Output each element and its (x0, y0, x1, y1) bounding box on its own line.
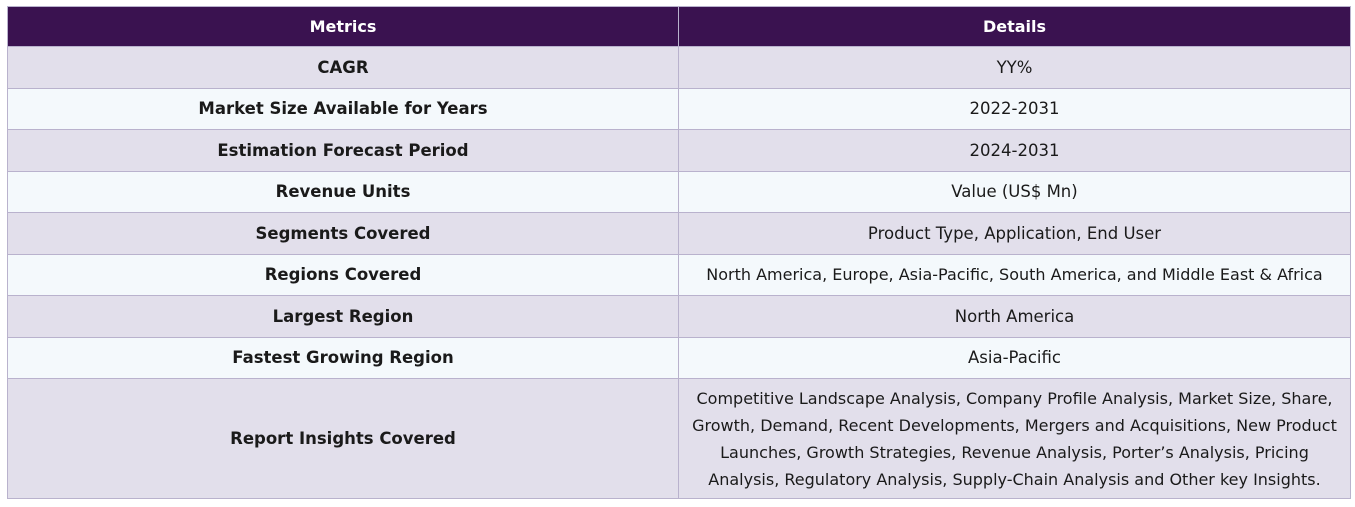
table-row: Market Size Available for Years 2022-203… (7, 87, 1351, 130)
details-cell: 2022-2031 (678, 87, 1351, 130)
metric-cell: Market Size Available for Years (7, 87, 679, 130)
details-cell: North America, Europe, Asia-Pacific, Sou… (678, 253, 1351, 296)
table-row: CAGR YY% (7, 46, 1351, 89)
details-cell: YY% (678, 46, 1351, 89)
details-cell: 2024-2031 (678, 129, 1351, 172)
details-cell: Competitive Landscape Analysis, Company … (678, 378, 1351, 499)
metric-cell: Estimation Forecast Period (7, 129, 679, 172)
column-header-details: Details (678, 6, 1351, 47)
table-row: Fastest Growing Region Asia-Pacific (7, 336, 1351, 379)
details-cell: Product Type, Application, End User (678, 212, 1351, 255)
table-header-row: Metrics Details (7, 6, 1351, 47)
table-row: Largest Region North America (7, 295, 1351, 338)
report-metrics-table-container: Metrics Details CAGR YY% Market Size Ava… (7, 6, 1351, 499)
metric-cell: Segments Covered (7, 212, 679, 255)
table-row: Regions Covered North America, Europe, A… (7, 253, 1351, 296)
column-header-metrics: Metrics (7, 6, 679, 47)
details-cell: Asia-Pacific (678, 336, 1351, 379)
details-cell: North America (678, 295, 1351, 338)
table-row: Estimation Forecast Period 2024-2031 (7, 129, 1351, 172)
metric-cell: Regions Covered (7, 253, 679, 296)
table-row: Revenue Units Value (US$ Mn) (7, 170, 1351, 213)
details-cell: Value (US$ Mn) (678, 170, 1351, 213)
table-row: Report Insights Covered Competitive Land… (7, 378, 1351, 499)
metric-cell: Fastest Growing Region (7, 336, 679, 379)
metric-cell: Largest Region (7, 295, 679, 338)
table-row: Segments Covered Product Type, Applicati… (7, 212, 1351, 255)
report-metrics-table: Metrics Details CAGR YY% Market Size Ava… (7, 6, 1351, 499)
metric-cell: Report Insights Covered (7, 378, 679, 499)
metric-cell: Revenue Units (7, 170, 679, 213)
metric-cell: CAGR (7, 46, 679, 89)
